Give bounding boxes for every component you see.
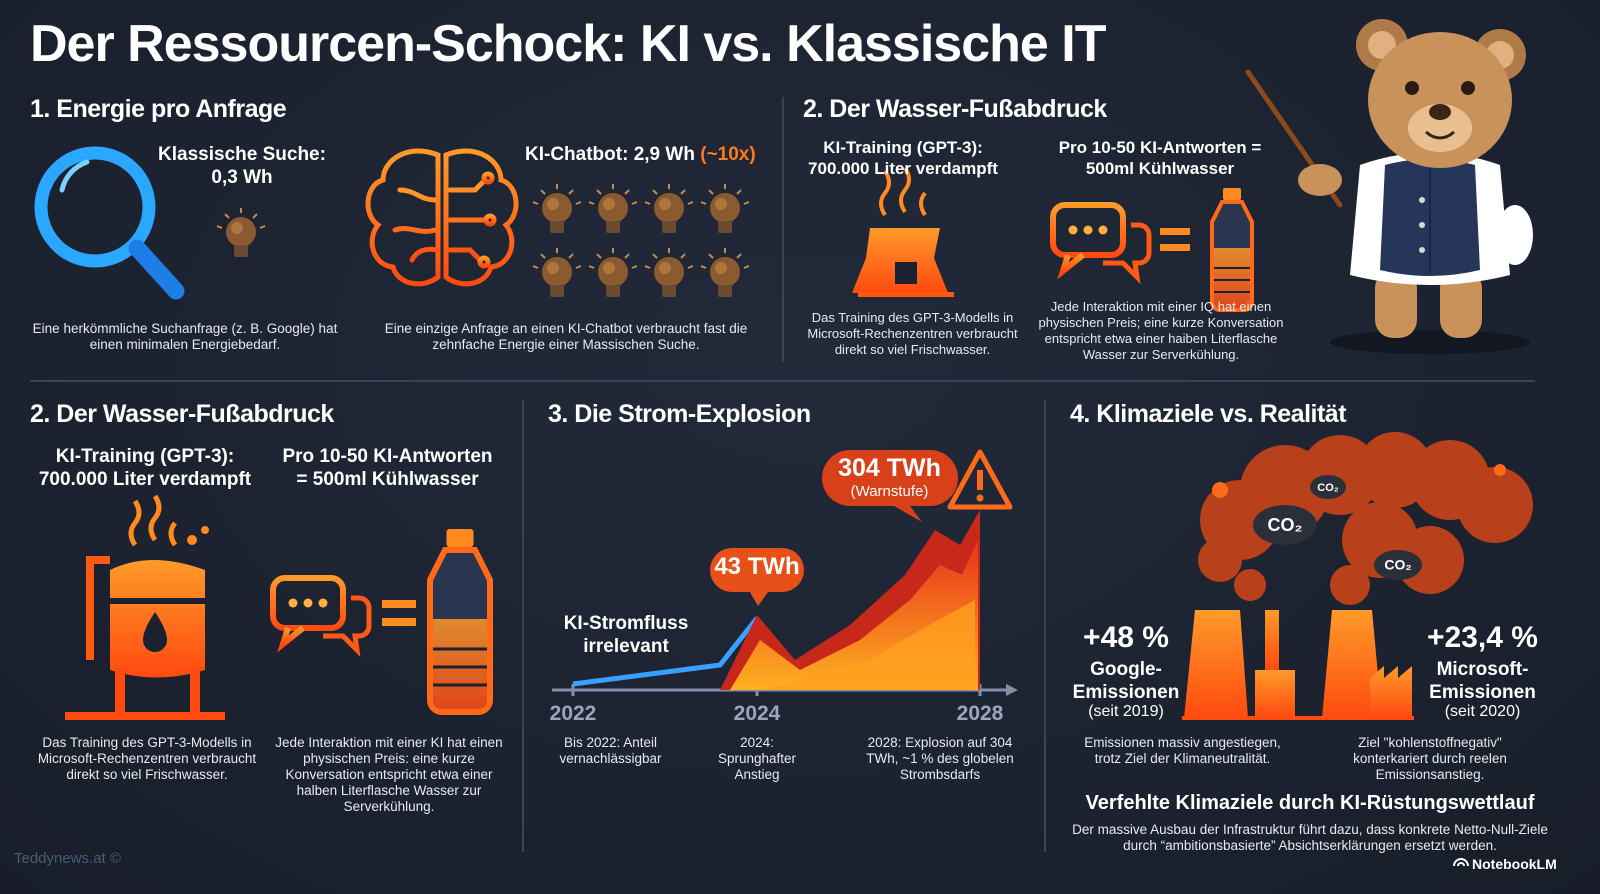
section-heading: 4. Klimaziele vs. Realität <box>1070 400 1347 428</box>
caption: Eine herkömmliche Suchanfrage (z. B. Goo… <box>32 321 338 352</box>
bottle-icon <box>1210 186 1254 312</box>
co2-clouds <box>1253 475 1422 580</box>
answers-label: Pro 10-50 KI-Antworten = 500ml Kühlwasse… <box>282 446 493 490</box>
low-label: KI-Stromfluss irrelevant <box>563 613 689 657</box>
section-heading: 2. Der Wasser-Fußabdruck <box>30 400 334 428</box>
water-tank-icon <box>65 494 225 720</box>
caption: Jede Interaktion mit einer IQ hat einen … <box>1038 299 1284 362</box>
section-heading: 2. Der Wasser-Fußabdruck <box>803 95 1107 123</box>
chatbot-label: KI-Chatbot: 2,9 Wh (~10x) <box>525 143 756 166</box>
bulb-grid <box>532 183 750 298</box>
power-chart <box>552 449 1018 696</box>
google-since: (seit 2019) <box>1088 703 1164 720</box>
bottle-icon <box>430 529 490 712</box>
callout-2024: 43 TWh <box>714 553 800 580</box>
bulb-icon <box>216 207 266 258</box>
conclusion-text: Der massive Ausbau der Infrastruktur füh… <box>1072 822 1548 853</box>
callout-note: (Warnstufe) <box>850 483 929 500</box>
answers-label: Pro 10-50 KI-Antworten = 500ml Kühlwasse… <box>1058 138 1262 178</box>
chimneys <box>1182 610 1414 720</box>
bulb-icon <box>532 183 582 234</box>
chat-icon <box>273 578 369 650</box>
bulb-icon <box>588 183 638 234</box>
caption: Jede Interaktion mit einer KI hat einen … <box>275 735 503 814</box>
caption: Ziel "kohlenstoffnegativ" konterkariert … <box>1353 735 1507 782</box>
caption: Bis 2022: Anteil vernachlässigbar <box>559 735 662 766</box>
caption: 2024: Sprunghafter Anstieg <box>717 735 797 782</box>
cooling-tower-icon <box>852 166 954 297</box>
year-label: 2028 <box>956 702 1004 725</box>
callout-2028: 304 TWh <box>838 454 941 482</box>
page-title: Der Ressourcen-Schock: KI vs. Klassische… <box>30 15 1106 73</box>
co2-label: CO₂ <box>1384 557 1411 573</box>
search-value: 0,3 Wh <box>211 167 273 188</box>
brand: NotebookLM <box>1472 856 1557 872</box>
microsoft-change: +23,4 % <box>1427 621 1538 654</box>
chatbot-value: KI-Chatbot: 2,9 Wh <box>525 144 695 165</box>
credit: Teddynews.at © <box>14 850 121 867</box>
co2-label: CO₂ <box>1317 482 1339 494</box>
magnifier-icon <box>34 146 185 300</box>
equals-icon <box>1160 228 1190 251</box>
microsoft-since: (seit 2020) <box>1444 703 1521 720</box>
bulb-icon <box>532 247 582 298</box>
chatbot-factor: (~10x) <box>700 144 756 165</box>
search-label: Klassische Suche: <box>158 144 326 165</box>
bulb-icon <box>588 247 638 298</box>
caption: Emissionen massiv angestiegen, trotz Zie… <box>1084 735 1281 766</box>
brand-icon <box>1453 858 1469 867</box>
teddy-bear <box>1245 19 1533 354</box>
bulb-icon <box>644 247 694 298</box>
training-label: KI-Training (GPT-3): 700.000 Liter verda… <box>38 446 252 490</box>
microsoft-label: Microsoft-Emissionen <box>1429 659 1536 703</box>
smoke-clouds <box>1198 432 1533 605</box>
bulb-icon <box>700 183 750 234</box>
caption: Das Training des GPT-3-Modells in Micros… <box>37 735 257 782</box>
training-label: KI-Training (GPT-3): 700.000 Liter verda… <box>808 138 998 178</box>
co2-label: CO₂ <box>1268 515 1303 535</box>
brain-icon <box>365 148 519 287</box>
bulb-icon <box>700 247 750 298</box>
caption: Eine einzige Anfrage an einen KI-Chatbot… <box>384 321 748 352</box>
caption: 2028: Explosion auf 304 TWh, ~1 % des gl… <box>866 735 1014 782</box>
google-change: +48 % <box>1083 621 1169 654</box>
year-label: 2022 <box>549 702 597 725</box>
conclusion-title: Verfehlte Klimaziele durch KI-Rüstungswe… <box>1085 792 1535 814</box>
co2-labels: CO₂ CO₂ CO₂ <box>1268 482 1412 573</box>
dividers <box>30 97 1535 852</box>
section-heading: 1. Energie pro Anfrage <box>30 95 287 123</box>
section-heading: 3. Die Strom-Explosion <box>548 400 811 428</box>
google-label: Google-Emissionen <box>1072 659 1180 703</box>
chat-icon <box>1053 205 1149 277</box>
caption: Das Training des GPT-3-Modells in Micros… <box>807 310 1018 357</box>
equals-icon <box>382 600 416 626</box>
year-label: 2024 <box>733 702 781 725</box>
bulb-icon <box>644 183 694 234</box>
